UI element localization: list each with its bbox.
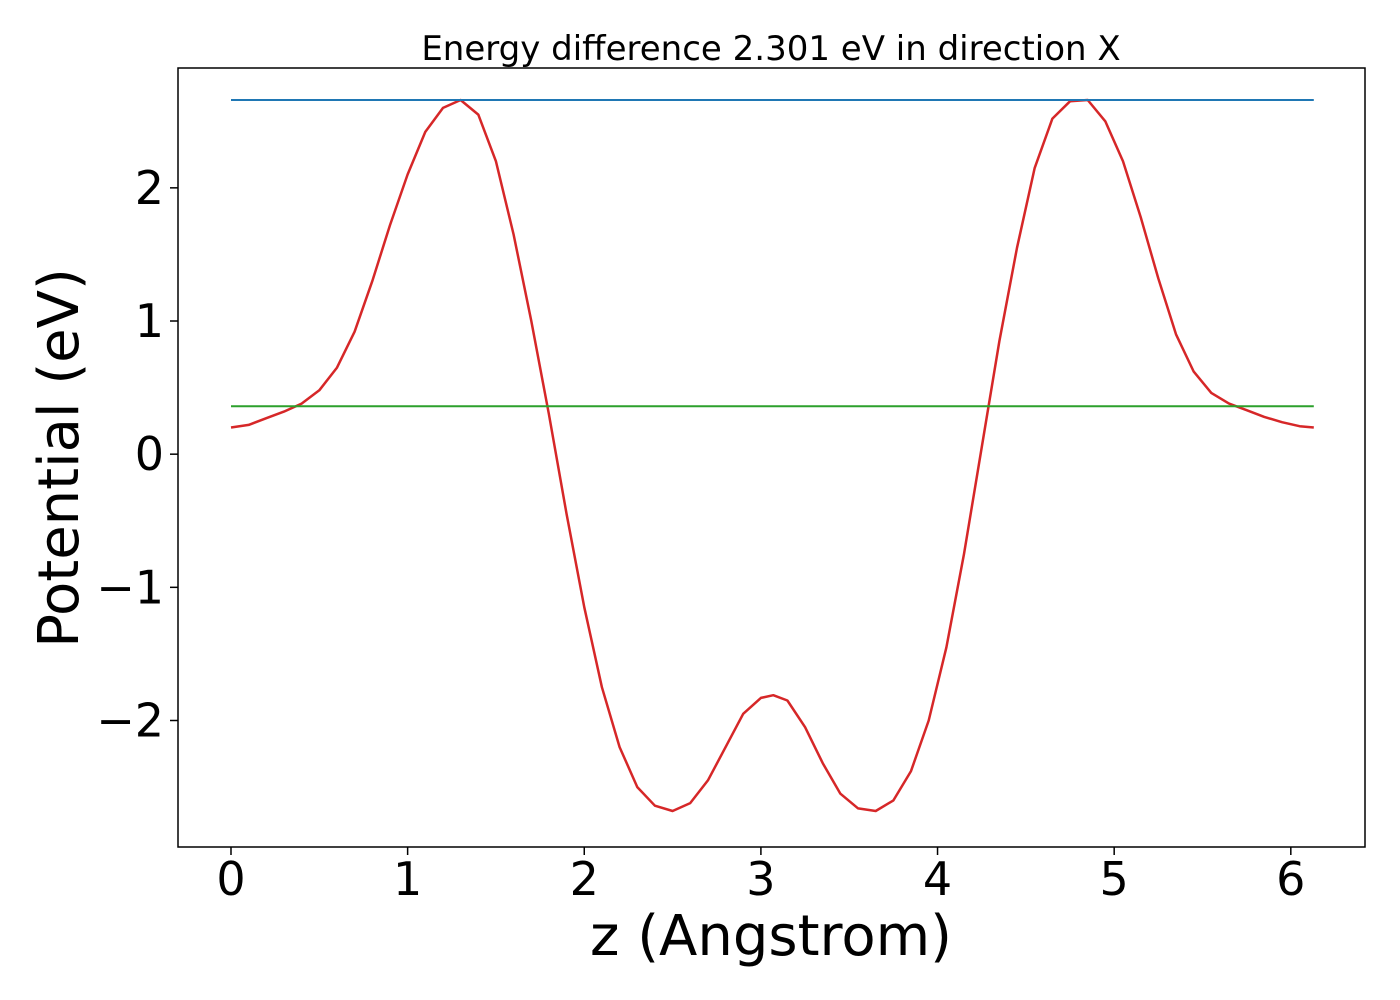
x-tick-label: 3 xyxy=(746,852,775,906)
plot-frame xyxy=(177,67,1366,848)
x-tick-label: 2 xyxy=(570,852,599,906)
x-tick-label: 5 xyxy=(1100,852,1129,906)
x-tick-label: 0 xyxy=(216,852,245,906)
y-tick-label: 2 xyxy=(135,161,164,215)
y-tick-label: −1 xyxy=(96,560,164,614)
x-axis-ticks: 0 1 2 3 4 5 6 xyxy=(216,847,1305,906)
y-axis-label: Potential (eV) xyxy=(27,268,92,648)
chart-title: Energy difference 2.301 eV in direction … xyxy=(421,29,1120,69)
x-tick-label: 4 xyxy=(923,852,952,906)
y-tick-label: 0 xyxy=(135,427,164,481)
series-line-1 xyxy=(230,98,1314,813)
y-tick-label: −2 xyxy=(96,693,164,747)
x-tick-label: 1 xyxy=(393,852,422,906)
y-tick-label: 1 xyxy=(135,294,164,348)
plot-area xyxy=(230,98,1314,813)
x-tick-label: 6 xyxy=(1276,852,1305,906)
x-axis-label: z (Angstrom) xyxy=(590,904,952,969)
y-axis-ticks: −2 −1 0 1 2 xyxy=(96,161,178,747)
